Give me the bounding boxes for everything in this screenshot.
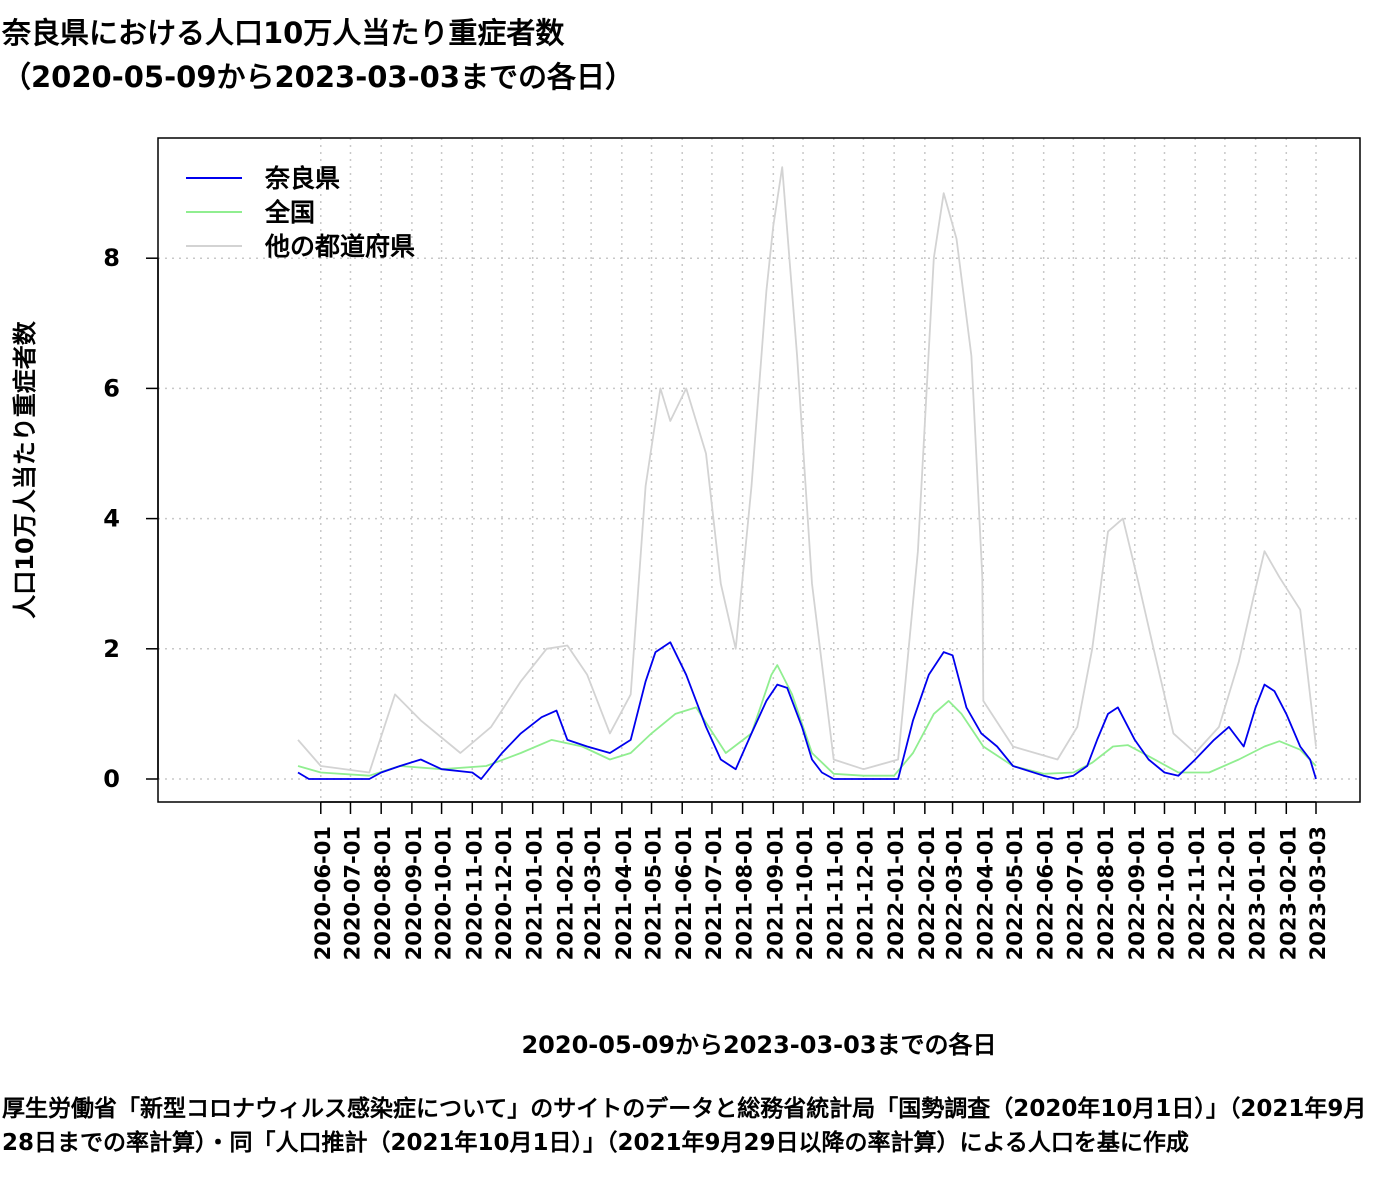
- x-tick-label: 2023-01-01: [1246, 826, 1270, 960]
- series-line: [297, 664, 1317, 777]
- x-tick-label: 2020-08-01: [371, 826, 395, 960]
- x-tick-label: 2022-03-01: [943, 826, 967, 960]
- y-tick-label: 0: [103, 765, 120, 793]
- y-tick-label: 2: [103, 635, 120, 663]
- x-tick-label: 2022-01-01: [884, 826, 908, 960]
- series-line: [297, 166, 1317, 774]
- series-lines: [297, 166, 1317, 780]
- x-tick-label: 2020-12-01: [492, 826, 516, 960]
- x-tick-label: 2020-07-01: [340, 826, 364, 960]
- x-tick-label: 2021-02-01: [553, 826, 577, 960]
- x-axis-label: 2020-05-09から2023-03-03までの各日: [521, 1031, 996, 1059]
- x-tick-label: 2022-05-01: [1003, 826, 1027, 960]
- x-tick-label: 2021-12-01: [853, 826, 877, 960]
- x-tick-label: 2021-06-01: [672, 826, 696, 960]
- x-tick-label: 2022-04-01: [973, 826, 997, 960]
- series-line: [297, 641, 1317, 780]
- legend-label: 奈良県: [264, 164, 340, 193]
- x-tick-label: 2021-04-01: [612, 826, 636, 960]
- x-tick-label: 2023-03-03: [1306, 826, 1330, 960]
- x-tick-label: 2022-08-01: [1094, 826, 1118, 960]
- plot-frame: [157, 137, 1361, 803]
- x-tick-label: 2022-02-01: [915, 826, 939, 960]
- x-tick-label: 2021-01-01: [523, 826, 547, 960]
- chart-title: 奈良県における人口10万人当たり重症者数: [2, 16, 565, 50]
- x-tick-label: 2022-09-01: [1125, 826, 1149, 960]
- x-tick-label: 2022-07-01: [1063, 826, 1087, 960]
- y-axis: 0 2 4 6 8: [103, 244, 159, 793]
- x-tick-label: 2021-09-01: [763, 826, 787, 960]
- y-axis-label: 人口10万人当たり重症者数: [11, 320, 39, 618]
- x-tick-label: 2021-05-01: [642, 826, 666, 960]
- x-tick-label: 2021-11-01: [824, 826, 848, 960]
- x-tick-label: 2022-12-01: [1215, 826, 1239, 960]
- x-tick-label: 2021-10-01: [793, 826, 817, 960]
- x-tick-label: 2020-06-01: [311, 826, 335, 960]
- legend-label: 他の都道府県: [264, 232, 415, 261]
- x-tick-label: 2022-10-01: [1154, 826, 1178, 960]
- x-axis: 2020-06-01 2020-07-01 2020-08-01 2020-09-01…: [311, 801, 1330, 960]
- chart-subtitle: （2020-05-09から2023-03-03までの各日）: [2, 60, 634, 94]
- x-tick-label: 2022-11-01: [1185, 826, 1209, 960]
- x-tick-label: 2020-09-01: [402, 826, 426, 960]
- x-tick-label: 2021-08-01: [733, 826, 757, 960]
- x-tick-label: 2021-03-01: [581, 826, 605, 960]
- x-tick-label: 2022-06-01: [1034, 826, 1058, 960]
- y-tick-label: 6: [103, 374, 120, 402]
- x-tick-label: 2020-11-01: [462, 826, 486, 960]
- x-tick-label: 2021-07-01: [702, 826, 726, 960]
- source-caption: 厚生労働省「新型コロナウィルス感染症について」のサイトのデータと総務省統計局「国…: [2, 1096, 1367, 1156]
- y-tick-label: 4: [103, 505, 120, 533]
- x-tick-label: 2020-10-01: [432, 826, 456, 960]
- legend-label: 全国: [264, 198, 315, 227]
- y-tick-label: 8: [103, 244, 120, 272]
- x-tick-label: 2023-02-01: [1276, 826, 1300, 960]
